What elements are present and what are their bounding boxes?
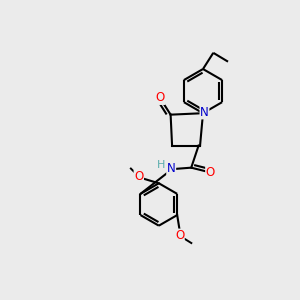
Text: O: O <box>134 170 143 183</box>
Text: N: N <box>167 162 176 175</box>
Text: O: O <box>156 92 165 104</box>
Text: H: H <box>157 160 165 170</box>
Text: O: O <box>175 229 184 242</box>
Text: O: O <box>206 166 215 178</box>
Text: N: N <box>200 106 209 119</box>
